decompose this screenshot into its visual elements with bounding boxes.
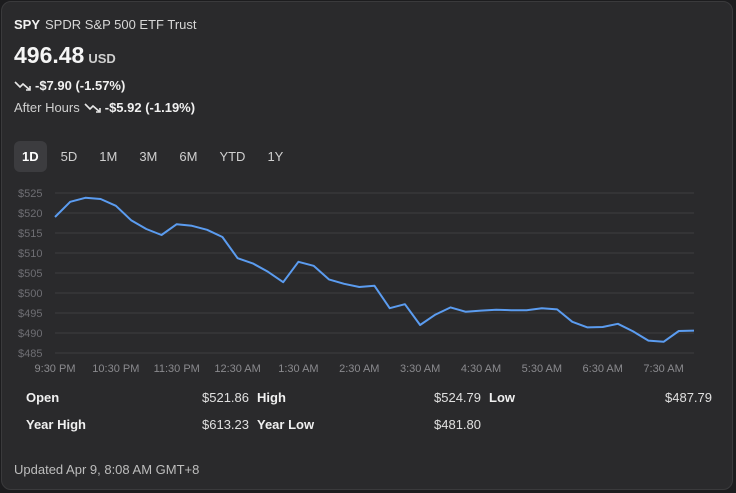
x-tick-label: 11:30 PM	[154, 363, 200, 374]
y-tick-label: $500	[18, 288, 42, 300]
x-tick-label: 1:30 AM	[278, 363, 318, 374]
x-tick-label: 2:30 AM	[339, 363, 379, 374]
range-tabs: 1D 5D 1M 3M 6M YTD 1Y	[14, 141, 297, 172]
y-tick-label: $525	[18, 188, 42, 200]
high-label: High	[257, 390, 286, 405]
after-hours-label: After Hours	[14, 100, 80, 115]
low-value: $487.79	[665, 390, 712, 405]
price-change-value: -$7.90 (-1.57%)	[35, 78, 126, 93]
tab-1y[interactable]: 1Y	[267, 149, 284, 164]
x-tick-label: 10:30 PM	[92, 363, 139, 374]
x-tick-label: 4:30 AM	[461, 363, 501, 374]
price-chart[interactable]: $525 $520 $515 $510 $505 $500 $495 $490 $485 9:30…	[2, 182, 732, 374]
price-line	[54, 196, 695, 343]
year-low-label: Year Low	[257, 417, 315, 432]
x-tick-label: 9:30 PM	[35, 363, 76, 374]
low-label: Low	[489, 390, 515, 405]
trend-down-icon	[14, 80, 31, 91]
y-tick-label: $485	[18, 348, 42, 360]
stats-row: Year High $613.23 Year Low $481.80	[26, 417, 714, 437]
year-high-label: Year High	[26, 417, 86, 432]
open-value: $521.86	[202, 390, 249, 405]
y-tick-label: $515	[18, 228, 42, 240]
y-tick-label: $495	[18, 308, 42, 320]
after-hours-value: -$5.92 (-1.19%)	[104, 100, 196, 115]
stats-row: Open $521.86 High $524.79 Low $487.79	[26, 390, 714, 410]
current-price: 496.48 USD	[14, 42, 116, 69]
high-value: $524.79	[434, 390, 481, 405]
updated-timestamp: Updated Apr 9, 8:08 AM GMT+8	[14, 462, 200, 477]
y-tick-label: $505	[18, 268, 42, 280]
price-currency: USD	[88, 51, 116, 66]
after-hours-change: After Hours -$5.92 (-1.19%)	[14, 100, 195, 115]
trend-down-icon	[84, 102, 101, 113]
price-change: -$7.90 (-1.57%)	[14, 78, 125, 93]
y-tick-label: $510	[18, 248, 42, 260]
x-tick-label: 6:30 AM	[583, 363, 623, 374]
x-tick-label: 3:30 AM	[400, 363, 440, 374]
y-tick-label: $520	[18, 208, 42, 220]
tab-1m[interactable]: 1M	[99, 149, 118, 164]
open-label: Open	[26, 390, 60, 405]
tab-6m[interactable]: 6M	[179, 149, 198, 164]
y-tick-label: $490	[18, 328, 42, 340]
tab-ytd[interactable]: YTD	[219, 149, 246, 164]
ticker-symbol: SPY	[14, 17, 41, 32]
x-tick-label: 12:30 AM	[214, 363, 260, 374]
x-tick-label: 7:30 AM	[643, 363, 683, 374]
year-low-value: $481.80	[434, 417, 481, 432]
x-tick-label: 5:30 AM	[522, 363, 562, 374]
fund-name: SPDR S&P 500 ETF Trust	[45, 17, 197, 32]
year-high-value: $613.23	[202, 417, 249, 432]
stock-header: SPY SPDR S&P 500 ETF Trust	[14, 17, 197, 32]
tab-5d[interactable]: 5D	[60, 149, 78, 164]
price-value: 496.48	[14, 42, 85, 68]
tab-3m[interactable]: 3M	[139, 149, 158, 164]
tab-1d[interactable]: 1D	[14, 141, 47, 172]
